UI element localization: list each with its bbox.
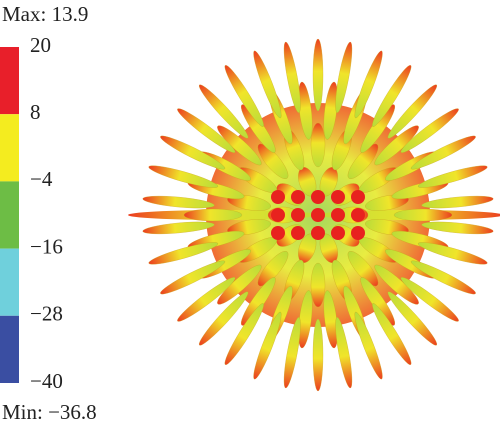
lobe: [374, 125, 419, 166]
center-lobe: [271, 208, 285, 222]
center-lobe: [271, 226, 285, 240]
lobe: [410, 135, 476, 170]
lobe: [253, 50, 282, 119]
radiation-pattern: [128, 38, 500, 392]
lobe: [387, 291, 438, 346]
tick-label: −16: [30, 234, 63, 258]
lobe: [312, 318, 324, 392]
lobe: [372, 65, 412, 127]
lobe: [417, 165, 488, 188]
lobe: [400, 108, 459, 153]
lobe: [177, 108, 236, 153]
lobe: [347, 251, 379, 287]
lobe: [217, 125, 262, 166]
tick-label: 20: [30, 33, 51, 57]
color-band: [0, 47, 19, 115]
lobe: [387, 84, 438, 139]
center-lobe: [271, 190, 285, 204]
lobe: [347, 143, 379, 179]
color-band: [0, 181, 19, 249]
center-lobe: [331, 226, 345, 240]
color-band: [0, 248, 19, 316]
min-label: Min: −36.8: [2, 400, 97, 424]
lobe: [253, 311, 282, 380]
lobe: [312, 38, 324, 112]
lobe: [374, 264, 419, 305]
center-lobe: [331, 190, 345, 204]
center-lobe: [311, 208, 325, 222]
center-lobe: [331, 208, 345, 222]
lobe: [310, 262, 326, 308]
lobe: [217, 264, 262, 305]
lobe: [335, 41, 353, 113]
lobe: [310, 122, 326, 168]
lobe: [257, 143, 289, 179]
lobe: [410, 260, 476, 295]
center-lobe: [311, 226, 325, 240]
lobe: [183, 208, 243, 222]
lobe: [417, 242, 488, 265]
center-lobe: [291, 190, 305, 204]
color-band: [0, 114, 19, 182]
lobe: [177, 277, 236, 322]
lobe: [148, 242, 219, 265]
lobe: [257, 251, 289, 287]
lobe: [283, 317, 301, 389]
tick-label: 8: [30, 100, 41, 124]
lobe: [142, 195, 215, 209]
lobe: [400, 277, 459, 322]
lobe: [372, 303, 412, 365]
lobe: [354, 50, 383, 119]
center-lobe: [311, 190, 325, 204]
lobe: [224, 303, 264, 365]
max-label: Max: 13.9: [2, 2, 88, 26]
lobe: [148, 165, 219, 188]
center-lobe: [351, 208, 365, 222]
lobe: [142, 221, 215, 235]
lobe: [198, 84, 249, 139]
lobe: [283, 41, 301, 113]
colorbar: 20 8 −4 −16 −28 −40: [0, 33, 63, 393]
lobe: [198, 291, 249, 346]
center-lobe: [291, 208, 305, 222]
lobe: [393, 208, 453, 222]
tick-label: −40: [30, 369, 63, 393]
lobe: [421, 221, 494, 235]
center-lobe: [351, 190, 365, 204]
lobe: [160, 135, 226, 170]
lobe: [224, 65, 264, 127]
lobe: [354, 311, 383, 380]
lobe: [335, 317, 353, 389]
lobe: [160, 260, 226, 295]
lobe: [421, 195, 494, 209]
tick-label: −28: [30, 302, 63, 326]
tick-label: −4: [30, 167, 53, 191]
center-lobe: [291, 226, 305, 240]
color-band: [0, 315, 19, 383]
center-lobe: [351, 226, 365, 240]
